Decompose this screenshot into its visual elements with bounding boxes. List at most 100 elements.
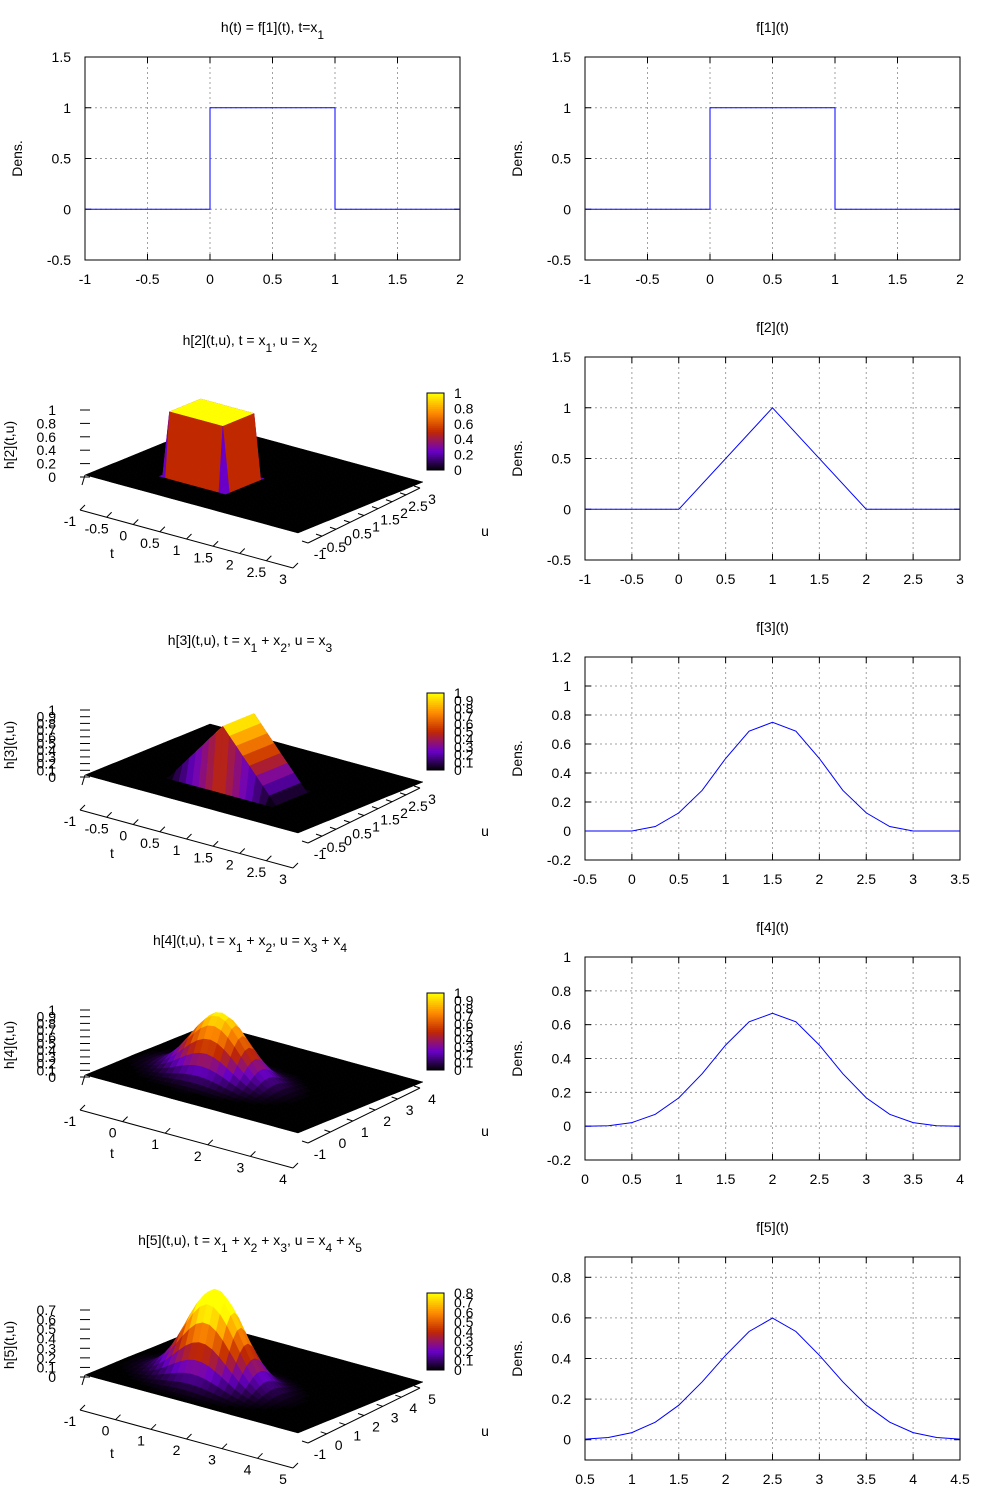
chart-h3: h[3](t,u), t = x1 + x2, u = x3-1 -0.5 0 0.5… xyxy=(1,632,489,887)
t-tick-label: 3 xyxy=(279,571,287,587)
x-tick-label: 4 xyxy=(909,1471,917,1487)
z-tick-label: 0.8 xyxy=(37,415,57,431)
x-tick-label: 2 xyxy=(456,271,464,287)
t-tick xyxy=(164,1127,171,1134)
y-tick-label: 1 xyxy=(563,678,571,694)
y-tick-label: 1 xyxy=(563,949,571,965)
colorbar-cell xyxy=(427,429,444,432)
t-tick-label: 2 xyxy=(194,1148,202,1164)
x-tick-label: 3 xyxy=(909,871,917,887)
chart-title: f[2](t) xyxy=(756,319,789,335)
y-tick-label: 0.5 xyxy=(552,151,572,167)
t-tick xyxy=(79,1404,86,1411)
colorbar-cell xyxy=(427,396,444,400)
chart-h2: h[2](t,u), t = x1, u = x2-1 -0.5 0 0.5 1 1.5 2… xyxy=(1,332,489,587)
u-tick xyxy=(301,1440,309,1444)
y-tick-label: 1 xyxy=(563,100,571,116)
u-tick xyxy=(357,1413,365,1416)
x-tick-label: 1 xyxy=(831,271,839,287)
u-tick xyxy=(301,540,309,544)
x-tick-label: 1 xyxy=(331,271,339,287)
u-tick-label: 1.5 xyxy=(380,812,400,828)
x-tick-label: 2 xyxy=(862,571,870,587)
colorbar-cell xyxy=(427,437,444,440)
x-tick-label: -1 xyxy=(579,571,592,587)
colorbar-cell xyxy=(427,468,444,471)
y-axis-label: Dens. xyxy=(509,440,525,477)
u-tick xyxy=(385,799,393,803)
u-tick xyxy=(301,840,309,844)
u-tick-label: 0.5 xyxy=(352,825,372,841)
u-tick xyxy=(343,519,351,523)
y-tick-label: -0.2 xyxy=(547,852,571,868)
x-tick-label: 2.5 xyxy=(763,1471,783,1487)
u-tick xyxy=(413,1385,421,1389)
x-tick-label: 0 xyxy=(581,1171,589,1187)
chart-title: h[4](t,u), t = x1 + x2, u = x3 + x4 xyxy=(153,932,347,955)
x-tick-label: 0 xyxy=(675,571,683,587)
t-tick xyxy=(250,1151,256,1157)
y-tick-label: 0.4 xyxy=(552,1051,572,1067)
t-tick xyxy=(132,819,139,825)
colorbar-cell xyxy=(427,431,444,434)
t-tick xyxy=(79,804,86,811)
u-tick-label: 4 xyxy=(428,1091,436,1107)
u-tick-label: 5 xyxy=(428,1391,436,1407)
z-tick-label: 1 xyxy=(48,402,56,418)
t-tick-label: 1.5 xyxy=(193,549,213,565)
colorbar-cell xyxy=(427,454,444,458)
t-tick xyxy=(115,1414,121,1421)
colorbar-cell xyxy=(427,439,444,442)
colorbar-cell xyxy=(427,466,444,469)
x-tick-label: 0.5 xyxy=(622,1171,642,1187)
colorbar-cell xyxy=(427,456,444,459)
t-tick-label: 0.5 xyxy=(140,835,160,851)
t-tick xyxy=(150,1423,157,1430)
t-tick xyxy=(106,811,112,818)
u-tick xyxy=(301,1140,309,1144)
colorbar-cell xyxy=(427,460,444,463)
colorbar-cell xyxy=(427,410,444,413)
u-tick-label: 3 xyxy=(428,491,436,507)
colorbar-cell xyxy=(427,418,444,421)
y-tick-label: 0.2 xyxy=(552,1391,572,1407)
colorbar-cell xyxy=(427,400,444,404)
x-tick-label: 2.5 xyxy=(857,871,877,887)
colorbar-cell xyxy=(427,412,444,415)
colorbar-cell xyxy=(427,423,444,427)
t-tick-label: -0.5 xyxy=(85,520,109,536)
colorbar-frame xyxy=(426,392,445,471)
colorbar-cell xyxy=(427,406,444,409)
x-tick-label: 1 xyxy=(769,571,777,587)
t-tick xyxy=(292,562,299,569)
u-tick-label: -0.5 xyxy=(322,839,346,855)
u-tick-label: 1 xyxy=(353,1428,361,1444)
y-tick-label: 0 xyxy=(63,201,71,217)
t-tick xyxy=(106,511,112,518)
colorbar-label: 1 xyxy=(454,685,462,701)
u-tick xyxy=(413,785,421,789)
t-tick xyxy=(79,1104,86,1111)
u-tick xyxy=(329,826,337,830)
x-tick-label: 0.5 xyxy=(669,871,689,887)
x-tick-label: 0 xyxy=(706,271,714,287)
colorbar-cell xyxy=(427,421,444,425)
x-tick-label: 2 xyxy=(815,871,823,887)
t-tick-label: 4 xyxy=(279,1171,287,1187)
x-tick-label: -0.5 xyxy=(573,871,597,887)
z-tick-label: 0.2 xyxy=(37,456,57,472)
u-tick xyxy=(346,1118,353,1122)
u-tick xyxy=(399,492,407,496)
x-tick-label: 0 xyxy=(206,271,214,287)
colorbar-label: 1 xyxy=(454,385,462,401)
y-tick-label: 1.2 xyxy=(552,649,572,665)
t-tick-label: -1 xyxy=(64,1113,77,1129)
x-tick-label: -0.5 xyxy=(635,271,659,287)
y-tick-label: 0.5 xyxy=(52,151,72,167)
x-tick-label: 3 xyxy=(862,1171,870,1187)
t-tick xyxy=(212,540,219,547)
y-tick-label: 0 xyxy=(563,201,571,217)
u-tick xyxy=(315,833,323,837)
t-tick-label: 3 xyxy=(208,1452,216,1468)
t-tick-label: 1 xyxy=(173,542,181,558)
